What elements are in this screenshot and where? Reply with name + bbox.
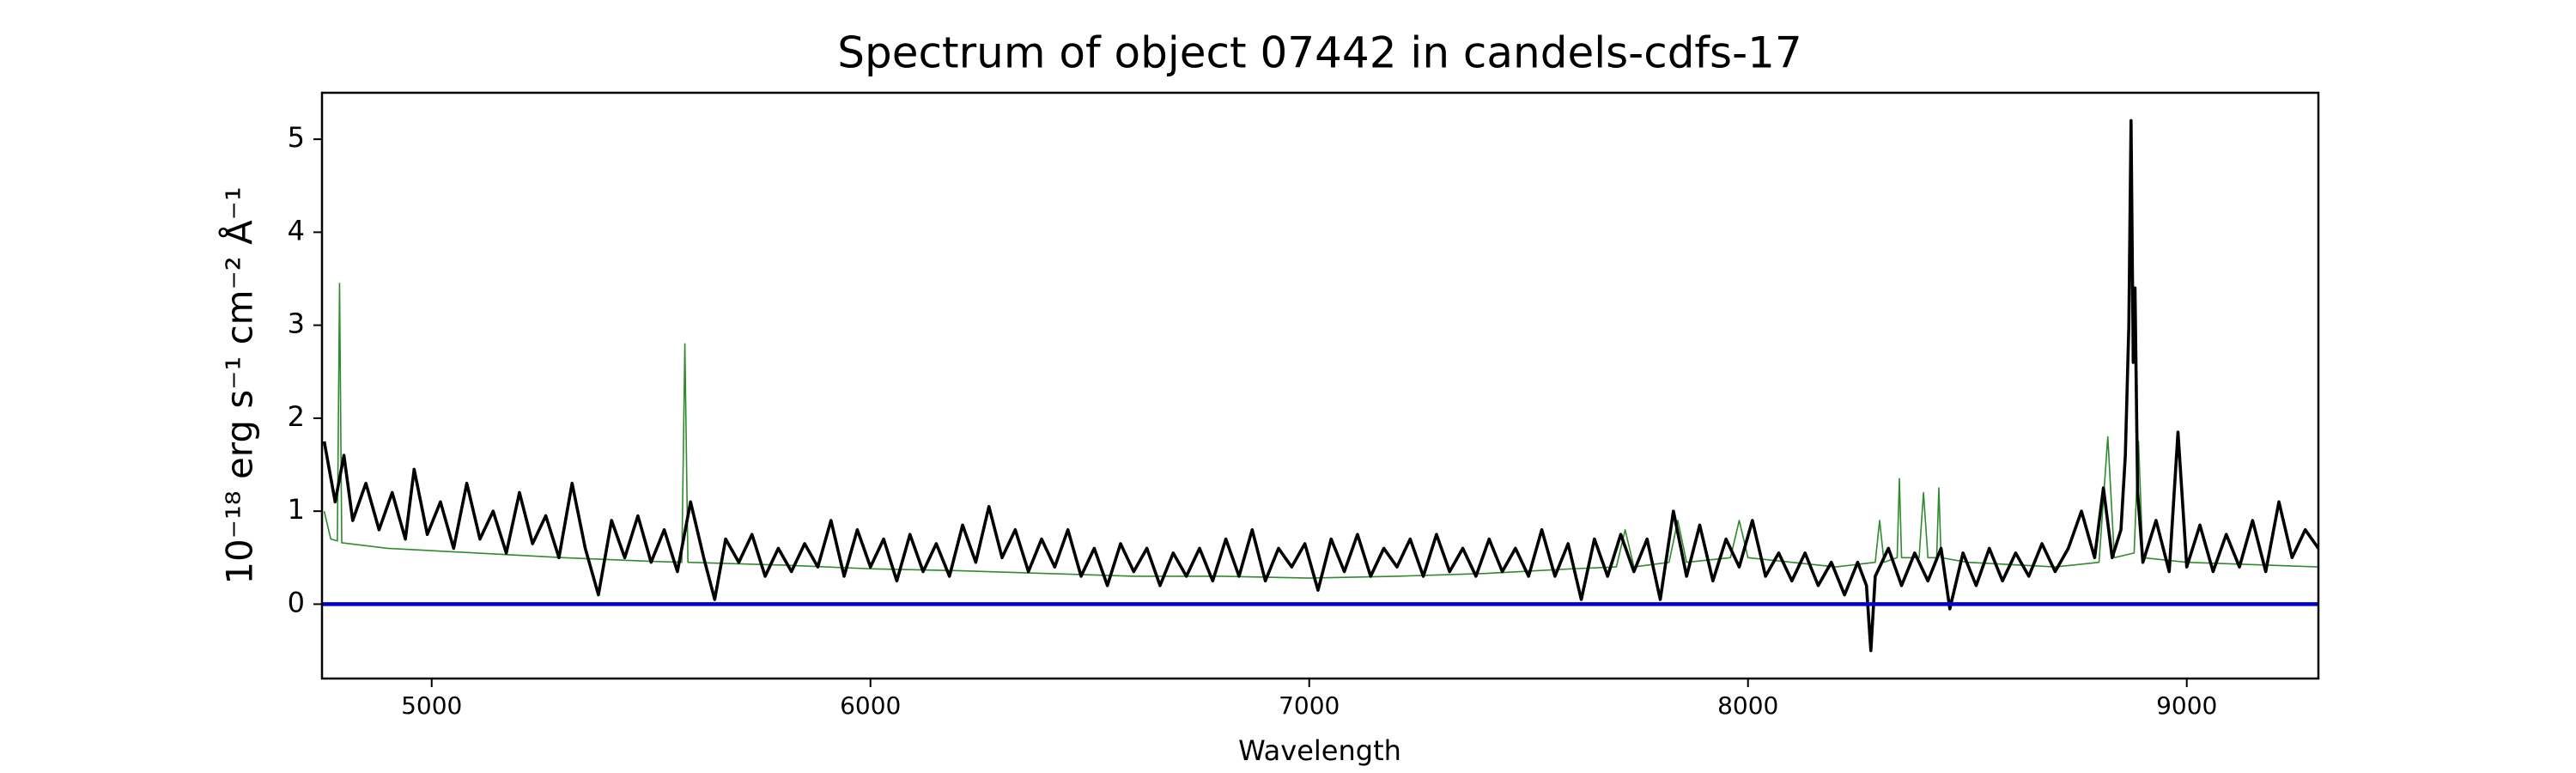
axes-frame [320, 91, 2320, 680]
y-tick-label: 2 [288, 400, 305, 433]
chart-title: Spectrum of object 07442 in candels-cdfs… [837, 28, 1802, 78]
y-tick-label: 1 [288, 493, 305, 526]
spectrum-line [322, 119, 2318, 653]
x-tick-label: 6000 [840, 691, 901, 720]
x-tick-label: 9000 [2156, 691, 2217, 720]
x-tick-label: 8000 [1717, 691, 1778, 720]
y-tick-label: 0 [288, 586, 305, 618]
y-tick-label: 4 [288, 214, 305, 247]
y-tick-label: 5 [288, 121, 305, 154]
x-tick-label: 7000 [1279, 691, 1340, 720]
x-axis-label: Wavelength [1238, 734, 1401, 767]
y-tick-label: 3 [288, 307, 305, 340]
x-tick-label: 5000 [401, 691, 462, 720]
spectrum-line [323, 283, 2318, 579]
y-axis-label: 10⁻¹⁸ erg s⁻¹ cm⁻² Å⁻¹ [218, 186, 261, 584]
plot-area [322, 119, 2318, 653]
